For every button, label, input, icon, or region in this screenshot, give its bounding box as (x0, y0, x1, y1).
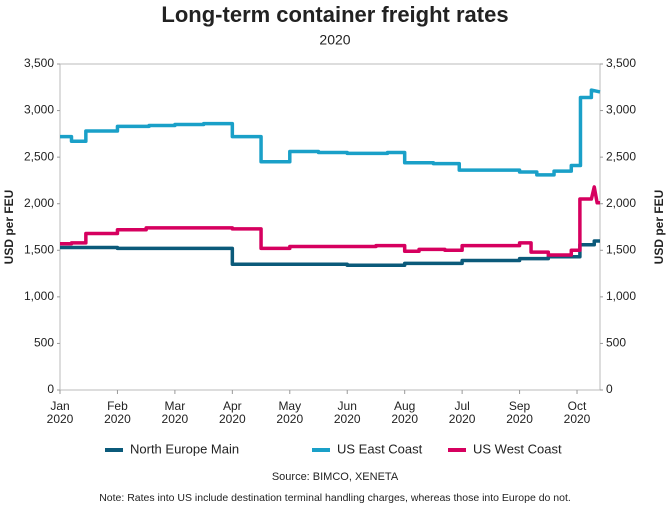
legend-label: North Europe Main (130, 441, 239, 456)
y-tick-label: 1,500 (24, 242, 54, 256)
x-tick-label: Oct 2020 (563, 399, 591, 426)
y2-axis-label: USD per FEU (652, 190, 666, 265)
x-tick-label: May 2020 (276, 399, 304, 426)
x-tick-label: Apr 2020 (218, 399, 246, 426)
y-tick-label: 2,500 (24, 149, 54, 163)
note: Note: Rates into US include destination … (99, 492, 571, 504)
plot-frame (59, 63, 601, 391)
y2-tick-label: 500 (606, 336, 626, 350)
x-tick-label: Sep 2020 (506, 399, 533, 426)
y-tick-label: 3,500 (24, 56, 54, 70)
y-tick-label: 1,000 (24, 289, 54, 303)
y2-tick-label: 2,500 (606, 149, 636, 163)
y2-tick-label: 3,000 (606, 103, 636, 117)
x-tick-label: Feb 2020 (104, 399, 131, 426)
y2-tick-label: 0 (606, 382, 613, 396)
line-series (60, 88, 601, 177)
y2-tick-label: 1,000 (606, 289, 636, 303)
legend-label: US East Coast (337, 441, 423, 456)
y2-tick-label: 2,000 (606, 196, 636, 210)
y-tick-label: 0 (47, 382, 54, 396)
y-tick-label: 2,000 (24, 196, 54, 210)
x-tick-label: Jul 2020 (448, 399, 476, 426)
y-tick-label: 3,000 (24, 103, 54, 117)
y-axis-label: USD per FEU (2, 190, 16, 265)
source: Source: BIMCO, XENETA (272, 471, 399, 483)
x-tick-label: Jan 2020 (46, 399, 74, 426)
y2-tick-label: 3,500 (606, 56, 636, 70)
chart-subtitle: 2020 (319, 32, 350, 48)
y2-tick-label: 1,500 (606, 242, 636, 256)
x-tick-label: Jun 2020 (333, 399, 361, 426)
chart-title: Long-term container freight rates (161, 2, 508, 27)
x-tick-label: Aug 2020 (391, 399, 419, 426)
x-tick-label: Mar 2020 (161, 399, 189, 426)
legend-label: US West Coast (473, 441, 562, 456)
y-tick-label: 500 (34, 336, 54, 350)
line-series (60, 185, 600, 257)
